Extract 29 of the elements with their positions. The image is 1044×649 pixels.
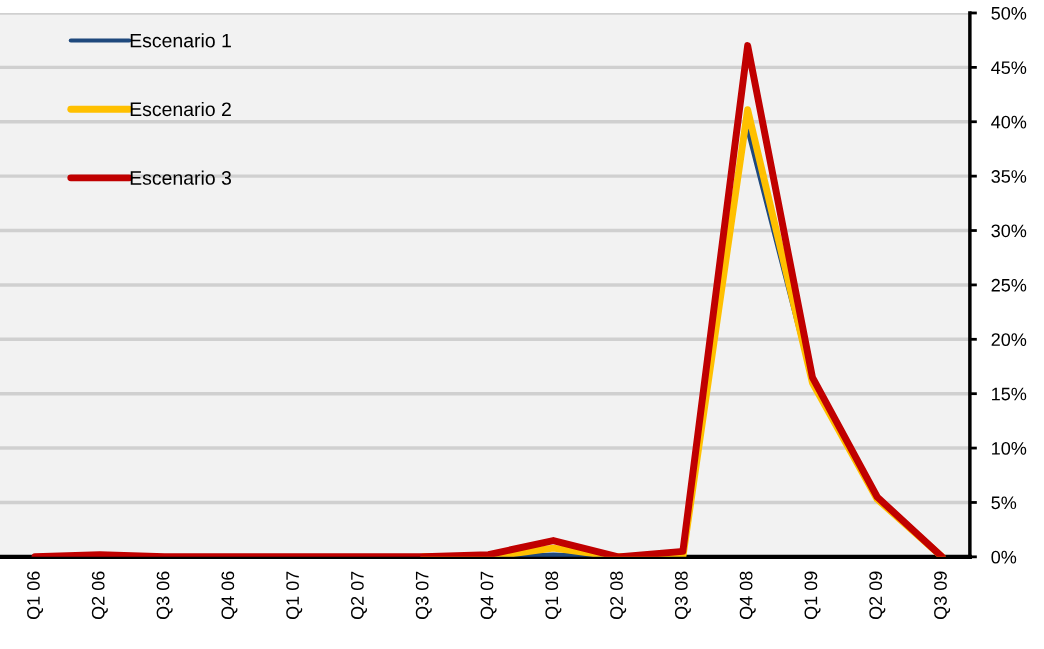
y-tick-label: 5% <box>991 496 1017 510</box>
x-tick-label: Q4 08 <box>739 571 756 620</box>
x-tick-label: Q1 06 <box>27 571 44 620</box>
y-tick-label: 30% <box>991 224 1027 238</box>
x-tick-label: Q3 07 <box>415 571 432 620</box>
y-tick-label: 0% <box>991 550 1017 564</box>
x-tick-label: Q2 06 <box>91 571 108 620</box>
x-tick-label: Q3 08 <box>674 571 691 620</box>
y-tick-label: 40% <box>991 115 1027 129</box>
x-tick-label: Q4 07 <box>480 571 497 620</box>
x-tick-label: Q4 06 <box>221 571 238 620</box>
y-tick-label: 15% <box>992 387 1027 401</box>
x-tick-label: Q1 09 <box>804 571 821 620</box>
x-tick-label: Q2 07 <box>350 571 368 620</box>
y-tick-label: 10% <box>992 442 1027 455</box>
x-tick-label: Q1 07 <box>286 571 303 620</box>
y-tick-label: 45% <box>991 61 1027 75</box>
x-tick-label: Q2 09 <box>869 571 886 620</box>
legend-label: Escenario 2 <box>130 101 231 117</box>
y-tick-label: 35% <box>991 170 1027 183</box>
y-tick-label: 20% <box>991 333 1027 347</box>
legend-label: Escenario 3 <box>130 170 231 185</box>
x-tick-label: Q1 08 <box>545 571 562 620</box>
legend-label: Escenario 1 <box>130 33 231 48</box>
x-tick-label: Q2 08 <box>610 571 627 620</box>
x-tick-label: Q3 06 <box>156 571 173 620</box>
x-tick-label: Q3 09 <box>934 571 951 620</box>
y-tick-label: 50% <box>991 6 1027 20</box>
y-tick-label: 25% <box>991 278 1027 292</box>
